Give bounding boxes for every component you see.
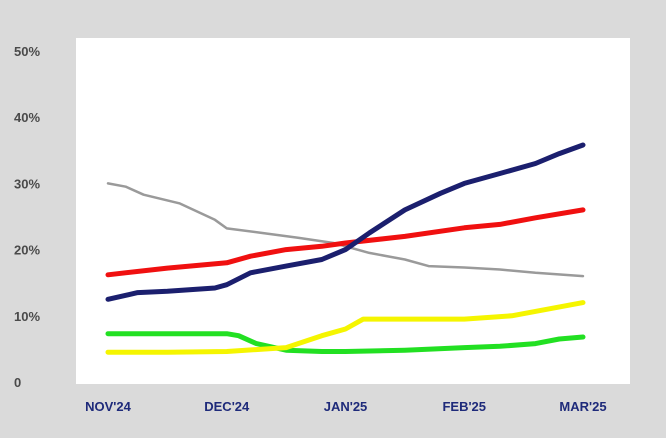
y-tick-label: 10% — [14, 309, 40, 324]
series-line — [105, 331, 586, 354]
x-tick-label: NOV'24 — [85, 399, 131, 414]
y-tick-label: 20% — [14, 243, 40, 258]
x-axis-ticks: NOV'24 DEC'24 JAN'25 FEB'25 MAR'25 — [85, 399, 606, 414]
y-tick-label: 50% — [14, 44, 40, 59]
series-lines — [105, 142, 586, 355]
y-axis-ticks: 50% 40% 30% 20% 10% 0 — [14, 44, 40, 390]
x-tick-label: DEC'24 — [204, 399, 250, 414]
series-line — [105, 207, 586, 278]
x-tick-label: FEB'25 — [442, 399, 486, 414]
series-line — [105, 142, 586, 302]
series-line — [106, 182, 585, 278]
y-tick-label: 40% — [14, 110, 40, 125]
series-line — [105, 300, 586, 355]
y-tick-label: 0 — [14, 375, 21, 390]
x-tick-label: JAN'25 — [324, 399, 368, 414]
x-tick-label: MAR'25 — [559, 399, 606, 414]
y-tick-label: 30% — [14, 176, 40, 191]
